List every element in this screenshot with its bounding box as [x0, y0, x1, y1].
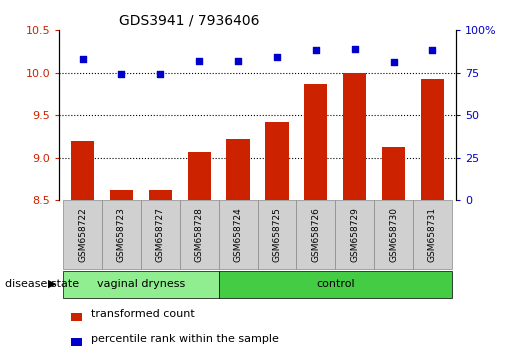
Text: GSM658726: GSM658726: [311, 207, 320, 262]
Point: [428, 48, 437, 53]
Point: [351, 46, 359, 52]
Text: GSM658727: GSM658727: [156, 207, 165, 262]
Text: GSM658724: GSM658724: [234, 207, 243, 262]
Text: GSM658728: GSM658728: [195, 207, 204, 262]
Bar: [219, 200, 258, 269]
Bar: [187, 152, 211, 200]
Text: ▶: ▶: [48, 279, 57, 289]
Bar: [63, 270, 219, 298]
Text: transformed count: transformed count: [91, 309, 195, 320]
Bar: [413, 200, 452, 269]
Text: disease state: disease state: [5, 279, 79, 289]
Point: [389, 59, 398, 65]
Text: vaginal dryness: vaginal dryness: [97, 279, 185, 289]
Point: [78, 56, 87, 62]
Bar: [219, 270, 452, 298]
Text: GDS3941 / 7936406: GDS3941 / 7936406: [118, 13, 259, 28]
Text: GSM658723: GSM658723: [117, 207, 126, 262]
Point: [195, 58, 203, 63]
Bar: [343, 73, 366, 200]
Bar: [141, 200, 180, 269]
Bar: [71, 313, 82, 321]
Text: control: control: [316, 279, 354, 289]
Text: GSM658729: GSM658729: [350, 207, 359, 262]
Point: [312, 48, 320, 53]
Bar: [71, 338, 82, 346]
Bar: [227, 139, 250, 200]
Bar: [102, 200, 141, 269]
Text: GSM658730: GSM658730: [389, 207, 398, 262]
Bar: [421, 79, 444, 200]
Bar: [180, 200, 219, 269]
Text: percentile rank within the sample: percentile rank within the sample: [91, 334, 279, 344]
Point: [117, 72, 126, 77]
Point: [273, 55, 281, 60]
Text: GSM658722: GSM658722: [78, 207, 87, 262]
Bar: [71, 141, 94, 200]
Point: [234, 58, 242, 63]
Bar: [304, 84, 328, 200]
Text: GSM658731: GSM658731: [428, 207, 437, 262]
Text: GSM658725: GSM658725: [272, 207, 281, 262]
Bar: [296, 200, 335, 269]
Bar: [258, 200, 296, 269]
Bar: [335, 200, 374, 269]
Bar: [63, 200, 102, 269]
Point: [156, 72, 164, 77]
Bar: [382, 147, 405, 200]
Bar: [110, 190, 133, 200]
Bar: [374, 200, 413, 269]
Bar: [265, 122, 288, 200]
Bar: [149, 190, 172, 200]
